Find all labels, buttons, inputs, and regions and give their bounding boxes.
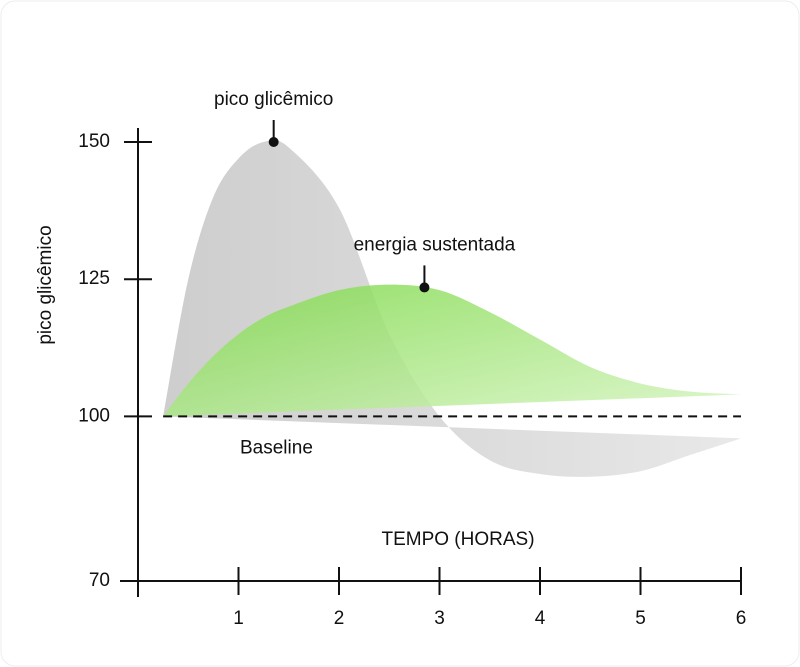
y-tick-label: 70 bbox=[89, 570, 110, 591]
baseline-label: Baseline bbox=[240, 437, 313, 458]
area bbox=[163, 284, 741, 417]
x-tick-label: 3 bbox=[434, 608, 445, 629]
x-tick-label: 6 bbox=[736, 608, 747, 629]
annotation: pico glicêmico bbox=[214, 89, 333, 110]
x-tick-label: 1 bbox=[233, 608, 244, 629]
x-tick-label: 5 bbox=[635, 608, 646, 629]
annotation: energia sustentada bbox=[354, 234, 516, 255]
y-tick-label: 150 bbox=[78, 131, 110, 152]
annotation-point bbox=[268, 137, 279, 147]
y-tick-label: 100 bbox=[78, 405, 110, 426]
x-tick-label: 4 bbox=[535, 608, 546, 629]
y-tick-label: 125 bbox=[78, 268, 110, 289]
annotation-point bbox=[419, 282, 430, 293]
x-tick-label: 2 bbox=[334, 608, 345, 629]
y-axis-label: pico glicêmico bbox=[35, 225, 56, 344]
x-axis-label: TEMPO (HORAS) bbox=[381, 529, 534, 550]
